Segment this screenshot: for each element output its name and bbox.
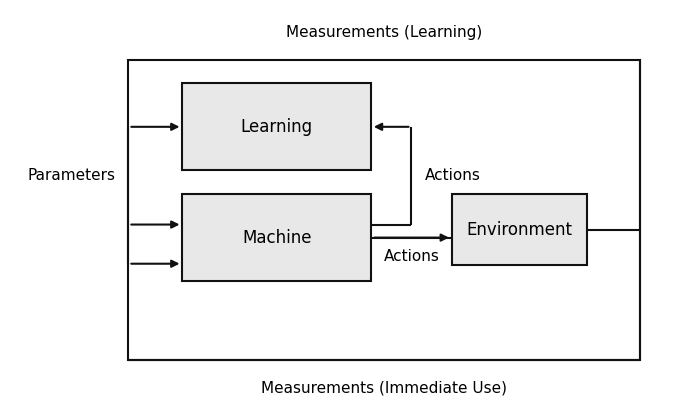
Text: Learning: Learning xyxy=(240,118,313,136)
Text: Environment: Environment xyxy=(466,221,572,239)
Bar xyxy=(129,59,640,360)
Text: Actions: Actions xyxy=(425,168,481,183)
Text: Parameters: Parameters xyxy=(27,168,115,183)
Bar xyxy=(452,194,586,265)
Text: Measurements (Learning): Measurements (Learning) xyxy=(286,25,482,40)
Text: Actions: Actions xyxy=(384,250,439,265)
Text: Machine: Machine xyxy=(242,229,312,246)
Text: Measurements (Immediate Use): Measurements (Immediate Use) xyxy=(262,380,508,395)
Bar xyxy=(182,83,371,170)
Bar xyxy=(182,194,371,281)
